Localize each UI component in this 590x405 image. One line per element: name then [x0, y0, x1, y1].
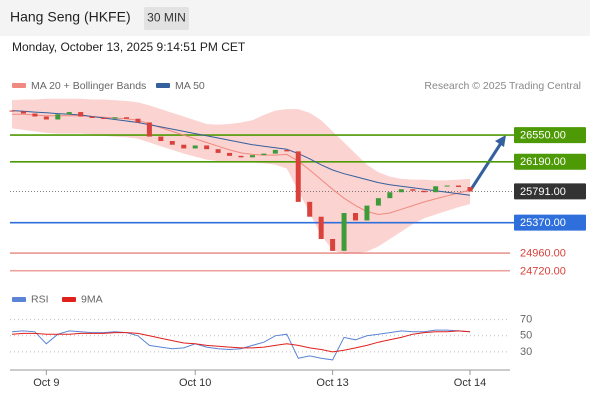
candle	[215, 149, 221, 153]
candle	[135, 118, 141, 123]
x-tick-label: Oct 14	[454, 377, 486, 389]
level-box	[514, 214, 586, 231]
candle	[318, 216, 324, 239]
legend-label: MA 50	[175, 80, 205, 92]
level-label: 26190.00	[520, 156, 566, 168]
candle	[124, 117, 129, 119]
legend-swatch	[12, 83, 26, 88]
interval-label: 30 MIN	[147, 11, 186, 25]
candle	[467, 187, 473, 192]
rsi-tick-label: 70	[520, 314, 532, 326]
candle	[32, 113, 38, 117]
legend-swatch	[156, 83, 170, 88]
candle	[78, 112, 84, 117]
candle	[192, 145, 198, 149]
legend-swatch	[62, 297, 76, 302]
candle	[330, 238, 336, 251]
candle	[341, 213, 347, 251]
rsi-tick-label: 50	[520, 330, 532, 342]
x-tick-label: Oct 9	[33, 377, 59, 389]
candle	[112, 117, 118, 119]
level-box	[514, 127, 586, 144]
candle	[158, 136, 164, 142]
candle	[364, 205, 370, 221]
candle	[227, 152, 233, 156]
candle	[387, 192, 393, 199]
subtitle: Monday, October 13, 2025 9:14:51 PM CET	[12, 40, 246, 54]
candle	[353, 213, 358, 221]
candle	[456, 185, 462, 188]
level-label: 25370.00	[520, 217, 566, 229]
candle	[169, 141, 175, 145]
credit: Research © 2025 Trading Central	[424, 80, 581, 92]
candle	[101, 118, 107, 120]
level-label: 26550.00	[520, 129, 566, 141]
x-tick-label: Oct 13	[316, 377, 348, 389]
candle	[204, 145, 210, 150]
candle	[20, 111, 26, 114]
legend-label: 9MA	[81, 293, 103, 305]
level-label: 24960.00	[520, 247, 566, 259]
candle	[284, 149, 290, 152]
candle	[421, 190, 427, 193]
candle	[444, 185, 450, 187]
candle	[272, 149, 278, 154]
rsi-tick-label: 30	[520, 346, 532, 358]
level-label: 25791.00	[520, 186, 566, 198]
header-background	[0, 0, 590, 36]
moving-average	[11, 110, 471, 196]
candle	[398, 189, 404, 193]
legend-label: MA 20 + Bollinger Bands	[31, 80, 146, 92]
candle	[249, 155, 255, 158]
candle	[295, 151, 301, 202]
forecast-arrow	[468, 139, 505, 192]
level-label: 24720.00	[520, 265, 566, 277]
candle	[9, 110, 15, 112]
legend-swatch	[12, 297, 26, 302]
rsi-line	[11, 330, 471, 353]
candle	[55, 114, 61, 120]
candle	[181, 144, 187, 149]
level-box	[514, 153, 586, 170]
candle	[261, 153, 267, 156]
candle	[307, 201, 313, 217]
candle	[238, 155, 244, 158]
candle	[66, 112, 72, 115]
candle	[410, 189, 416, 191]
interval-badge	[144, 7, 189, 30]
level-box	[514, 183, 586, 200]
candle	[89, 116, 95, 119]
x-tick-label: Oct 10	[179, 377, 211, 389]
legend-label: RSI	[31, 293, 49, 305]
chart-title: Hang Seng (HKFE)	[10, 9, 131, 25]
candle	[146, 122, 152, 137]
candle	[433, 186, 439, 193]
forecast-arrowhead	[495, 135, 506, 147]
candle	[43, 116, 49, 120]
candle	[375, 198, 381, 206]
bollinger-band	[12, 98, 470, 254]
rsi-line	[11, 329, 471, 361]
